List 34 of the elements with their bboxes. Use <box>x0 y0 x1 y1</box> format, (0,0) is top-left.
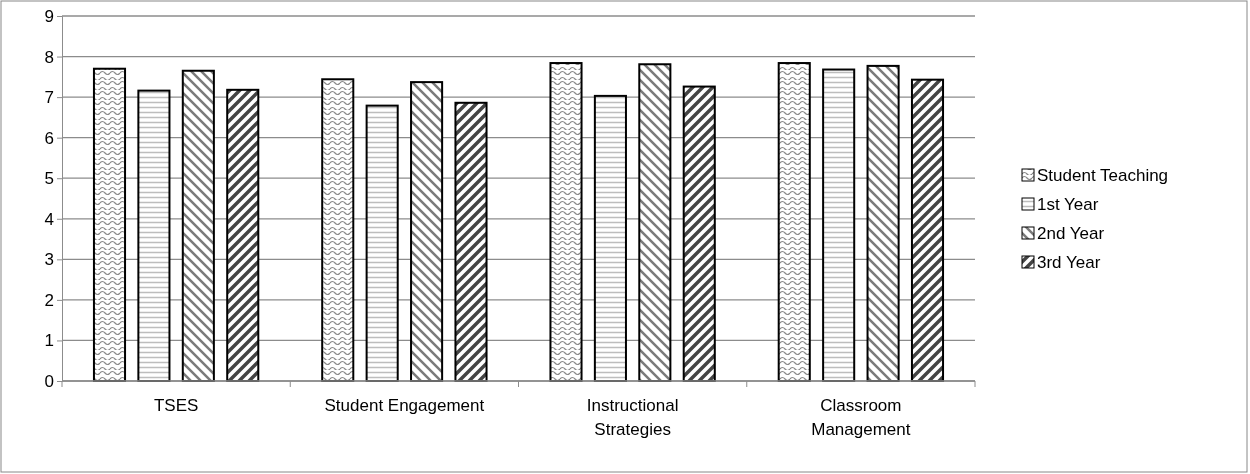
bar <box>682 85 716 382</box>
legend-label: 1st Year <box>1037 195 1099 214</box>
bar <box>549 62 583 382</box>
bar <box>593 94 627 382</box>
bar <box>777 62 811 382</box>
bar <box>410 81 444 382</box>
y-tick-label: 1 <box>44 331 54 351</box>
bar <box>365 104 399 382</box>
legend-label: Student Teaching <box>1037 166 1169 185</box>
y-tick-label: 4 <box>44 209 54 229</box>
bar <box>822 68 856 382</box>
x-tick-label: Instructional Strategies <box>586 396 679 439</box>
y-tick-label: 9 <box>44 6 54 26</box>
y-tick-label: 8 <box>44 47 54 67</box>
bar <box>866 64 900 382</box>
legend-label: 2nd Year <box>1037 224 1105 243</box>
y-tick-label: 0 <box>44 371 54 391</box>
bar <box>910 78 945 382</box>
y-tick-label: 6 <box>44 128 54 148</box>
bar <box>638 63 672 382</box>
x-tick-label: Student Engagement <box>324 396 485 415</box>
x-tick-label: Classroom Management <box>811 396 911 439</box>
bar <box>454 101 488 382</box>
bar <box>137 89 171 382</box>
bar <box>181 69 215 382</box>
bar <box>321 78 355 382</box>
legend-label: 3rd Year <box>1037 253 1101 272</box>
y-tick-label: 7 <box>44 88 54 108</box>
bar <box>226 88 260 382</box>
bar <box>92 67 127 382</box>
y-tick-label: 5 <box>44 169 54 189</box>
y-tick-label: 2 <box>44 290 54 310</box>
y-tick-label: 3 <box>44 250 54 270</box>
x-tick-label: TSES <box>153 396 199 415</box>
